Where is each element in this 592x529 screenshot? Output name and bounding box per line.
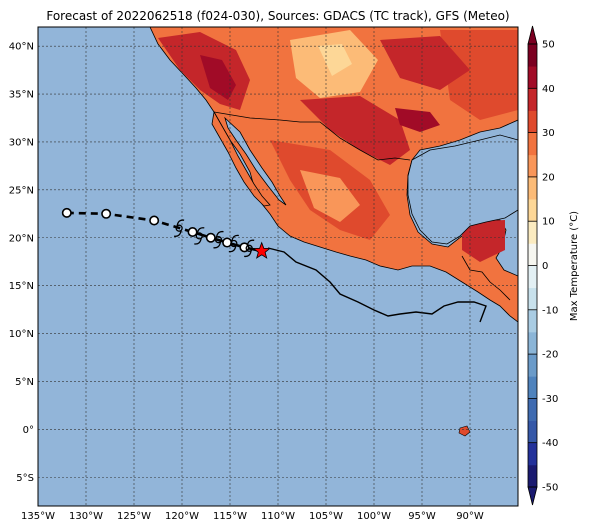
figure-title: Forecast of 2022062518 (f024-030), Sourc… [46, 9, 509, 23]
land-layer [149, 27, 518, 437]
colorbar-tick-label: 30 [542, 128, 555, 139]
longitude-tick-labels: 135°W 130°W 125°W 120°W 115°W 110°W 105°W 100°W… [21, 511, 484, 522]
cyclone-icon [174, 219, 185, 237]
colorbar-tick-label: 50 [542, 40, 555, 51]
gulf-of-mexico [407, 134, 518, 245]
colorbar-tick-label: 20 [542, 172, 555, 183]
colorbar-tick-label: 10 [542, 217, 555, 228]
colorbar-segment [528, 309, 537, 333]
hot-region-gulf-coast [395, 108, 440, 132]
colorbar-extend-bottom [527, 486, 538, 506]
colorbar-segment [528, 88, 537, 111]
warm-region-peaks [318, 44, 352, 76]
colorbar-segment [528, 154, 537, 178]
hot-region-plains [380, 36, 470, 90]
colorbar-segment [528, 110, 537, 133]
track-point-marker [205, 232, 216, 243]
colorbar-segment [528, 132, 537, 156]
colorbar-segment [528, 354, 537, 377]
lat-tick-label: 25°N [9, 185, 34, 196]
colorbar-segment [528, 199, 537, 222]
colorbar-tick-label: -20 [542, 350, 558, 361]
track-point-marker [222, 237, 233, 248]
central-america-borders [461, 255, 511, 301]
cyclone-icon [194, 227, 205, 245]
map-panel: 135°W 130°W 125°W 120°W 115°W 110°W 105°W 100°W… [9, 26, 519, 522]
lon-tick-label: 95°W [408, 511, 436, 522]
lat-tick-label: 20°N [9, 233, 34, 244]
lat-tick-label: 5°S [16, 473, 34, 484]
colorbar-segment [528, 287, 537, 311]
baja-california [211, 110, 271, 207]
lon-tick-label: 120°W [165, 511, 199, 522]
cyclone-icon [244, 239, 255, 258]
pacific-coastline [267, 247, 487, 323]
warm-region-plateau [300, 170, 360, 222]
colorbar-tick-label: -40 [542, 438, 558, 449]
us-mexico-border [213, 111, 411, 161]
colorbar: 50 40 30 20 10 0 -10 -20 -30 -40 -50 [527, 25, 558, 506]
lon-tick-label: 115°W [213, 511, 247, 522]
lon-tick-label: 110°W [261, 511, 295, 522]
cyclone-icon [228, 234, 239, 253]
lon-tick-label: 135°W [21, 511, 55, 522]
lon-tick-label: 125°W [117, 511, 151, 522]
colorbar-segment [528, 243, 537, 266]
colorbar-segment [528, 464, 537, 488]
lat-tick-label: 30°N [9, 137, 34, 148]
track-point-marker [187, 227, 198, 238]
colorbar-segment [528, 66, 537, 89]
colorbar-segment [528, 331, 537, 355]
colorbar-segment [528, 265, 537, 289]
colorbar-tick-label: -50 [542, 483, 558, 494]
lon-tick-label: 90°W [456, 511, 484, 522]
map-frame [37, 26, 519, 507]
past-track-line [66, 211, 193, 234]
colorbar-label: Max Temperature (°C) [569, 211, 580, 321]
islands [458, 425, 471, 437]
cyclone-track [61, 207, 271, 259]
colorbar-tick-label: -30 [542, 394, 558, 405]
current-position-star-icon [252, 241, 271, 259]
lon-tick-label: 105°W [309, 511, 343, 522]
cyclone-icon [213, 230, 224, 249]
colorbar-extend-top [527, 25, 538, 45]
hot-region-yucatan [462, 220, 505, 262]
gulf-of-california [224, 116, 287, 206]
latitude-tick-labels: 40°N 35°N 30°N 25°N 20°N 15°N 10°N 5°N 0° 5°S [9, 42, 34, 484]
colorbar-segment [528, 376, 537, 399]
lat-tick-label: 0° [23, 425, 34, 436]
colorbar-tick-label: -10 [542, 305, 558, 316]
colorbar-segment [528, 420, 537, 444]
colorbar-tick-label: 0 [542, 261, 548, 272]
lat-tick-label: 40°N [9, 42, 34, 53]
colorbar-segment [528, 442, 537, 466]
colorbar-segment [528, 44, 537, 67]
track-point-marker [61, 207, 72, 218]
lat-tick-label: 15°N [9, 281, 34, 292]
colorbar-segment [528, 176, 537, 200]
lon-tick-label: 130°W [69, 511, 103, 522]
hot-region-desert [200, 55, 236, 100]
track-point-marker [101, 208, 112, 219]
colorbar-segment [528, 221, 537, 244]
lat-tick-label: 5°N [15, 377, 34, 388]
colorbar-tick-label: 40 [542, 84, 555, 95]
lat-tick-label: 35°N [9, 90, 34, 101]
graticule [38, 27, 518, 506]
lon-tick-label: 100°W [357, 511, 391, 522]
lat-tick-label: 10°N [9, 329, 34, 340]
colorbar-segment [528, 398, 537, 421]
hot-region-east [440, 30, 518, 120]
hot-region-texas [300, 96, 410, 165]
track-point-marker [149, 215, 160, 226]
